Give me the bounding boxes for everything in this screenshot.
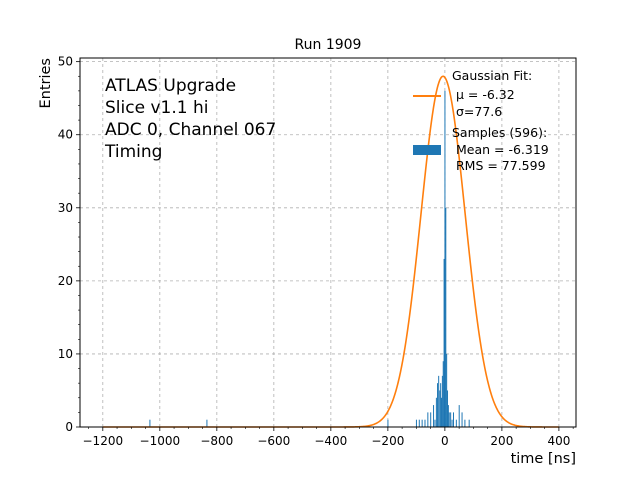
x-tick-label: −600 xyxy=(257,434,290,448)
histogram-bar xyxy=(458,405,460,427)
histogram-bar xyxy=(421,419,423,427)
legend-fit-line-3: σ=77.6 xyxy=(452,104,502,119)
x-tick-label: −1200 xyxy=(83,434,124,448)
x-tick-label: −1000 xyxy=(140,434,181,448)
legend-samples-line-1: Samples (596): xyxy=(452,125,547,140)
y-tick-label: 0 xyxy=(65,420,73,434)
y-tick-label: 40 xyxy=(58,128,73,142)
x-tick-label: 400 xyxy=(547,434,570,448)
histogram-bar xyxy=(415,419,417,427)
histogram-bar xyxy=(149,419,151,427)
histogram-bar xyxy=(387,419,389,427)
histogram-bar xyxy=(427,412,429,427)
legend-fit-line-2: μ = -6.32 xyxy=(452,87,515,102)
annotation-line-3: ADC 0, Channel 067 xyxy=(105,120,276,140)
legend-samples-swatch xyxy=(413,145,441,155)
y-tick-label: 50 xyxy=(58,55,73,69)
legend-fit-line-1: Gaussian Fit: xyxy=(452,68,532,83)
histogram-bars xyxy=(149,90,470,427)
histogram-bar xyxy=(450,412,452,427)
x-tick-label: −800 xyxy=(200,434,233,448)
histogram-bar xyxy=(442,361,444,427)
histogram-bar xyxy=(433,405,435,427)
x-tick-label: −400 xyxy=(314,434,347,448)
histogram-bar xyxy=(441,375,443,427)
x-axis-label: time [ns] xyxy=(511,451,576,467)
histogram-bar xyxy=(447,390,449,427)
y-tick-label: 10 xyxy=(58,347,73,361)
histogram-bar xyxy=(438,375,440,427)
legend-samples-line-2: Mean = -6.319 xyxy=(452,142,549,157)
chart-title: Run 1909 xyxy=(295,37,362,53)
histogram-bar xyxy=(461,412,463,427)
detector-annotation: ATLAS Upgrade Slice v1.1 hi ADC 0, Chann… xyxy=(104,76,276,162)
annotation-line-4: Timing xyxy=(104,142,162,162)
histogram-bar xyxy=(206,419,208,427)
histogram-bar xyxy=(434,419,436,427)
histogram-bar xyxy=(446,353,448,427)
x-tick-label: −200 xyxy=(371,434,404,448)
histogram-bar xyxy=(418,419,420,427)
histogram-bar xyxy=(443,258,445,427)
histogram-bar xyxy=(468,419,470,427)
histogram-bar xyxy=(430,412,432,427)
histogram-bar xyxy=(447,405,449,427)
histogram-bar xyxy=(440,383,442,427)
histogram-bar xyxy=(445,207,447,427)
histogram-bar xyxy=(448,412,450,427)
y-tick-label: 20 xyxy=(58,274,73,288)
histogram-bar xyxy=(441,397,443,427)
histogram-bar xyxy=(455,419,457,427)
histogram-bar xyxy=(464,419,466,427)
annotation-line-2: Slice v1.1 hi xyxy=(105,98,208,118)
x-tick-label: 200 xyxy=(490,434,513,448)
histogram-bar xyxy=(451,419,453,427)
x-tick-label: 0 xyxy=(441,434,449,448)
histogram-bar xyxy=(452,412,454,427)
histogram-bar xyxy=(439,390,441,427)
y-axis-label: Entries xyxy=(38,58,54,109)
histogram-bar xyxy=(444,90,446,427)
legend-samples-line-3: RMS = 77.599 xyxy=(452,158,546,173)
axis-ticks: −1200 −1000 −800 −600 −400 −200 0 200 400 0 10 20 30… xyxy=(58,55,574,448)
y-tick-label: 30 xyxy=(58,201,73,215)
legend: Gaussian Fit: μ = -6.32 σ=77.6 Samples (… xyxy=(413,68,549,173)
plot-frame xyxy=(79,57,577,428)
histogram-bar xyxy=(437,383,439,427)
histogram-bar xyxy=(424,419,426,427)
histogram-bar xyxy=(435,397,437,427)
annotation-line-1: ATLAS Upgrade xyxy=(105,76,236,96)
